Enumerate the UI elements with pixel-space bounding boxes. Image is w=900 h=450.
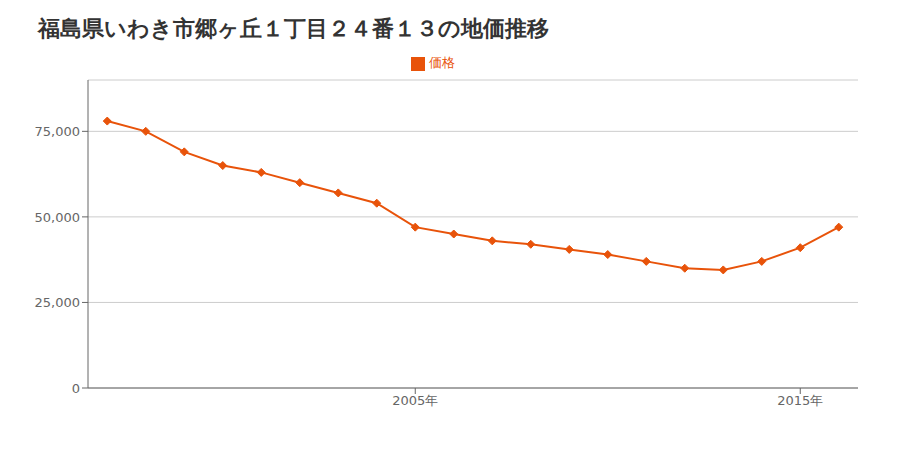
svg-text:0: 0 bbox=[72, 381, 80, 396]
html-text:福島県いわき市郷ヶ丘１丁目２４番１３の地価推移: 福島県いわき市郷ヶ丘１丁目２４番１３の地価推移 bbox=[38, 16, 549, 41]
html-text:価格: 価格 bbox=[429, 55, 455, 70]
svg-text:25,000: 25,000 bbox=[35, 295, 81, 310]
svg-text:50,000: 50,000 bbox=[35, 210, 81, 225]
svg-text:75,000: 75,000 bbox=[35, 124, 81, 139]
svg-text:2015年: 2015年 bbox=[777, 393, 823, 408]
svg-text:2005年: 2005年 bbox=[392, 393, 438, 408]
